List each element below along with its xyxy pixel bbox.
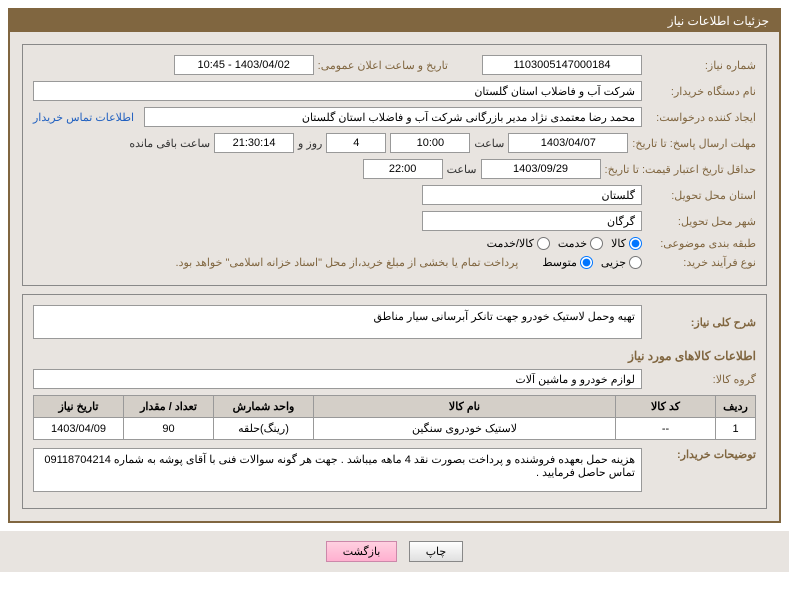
row-delivery-city: شهر محل تحویل:	[33, 211, 756, 231]
buttons-row: چاپ بازگشت	[0, 531, 789, 572]
radio-label-medium: متوسط	[542, 256, 577, 269]
form-container: شماره نیاز: تاریخ و ساعت اعلان عمومی: نا…	[22, 44, 767, 286]
th-row: ردیف	[716, 396, 756, 418]
radio-item-goods-service[interactable]: کالا/خدمت	[487, 237, 550, 250]
td-qty: 90	[124, 418, 214, 440]
th-unit: واحد شمارش	[214, 396, 314, 418]
th-date: تاریخ نیاز	[34, 396, 124, 418]
radio-label-goods: کالا	[611, 237, 626, 250]
row-need-description: شرح کلی نیاز: تهیه وحمل لاستیک خودرو جهت…	[33, 305, 756, 339]
radio-medium[interactable]	[580, 256, 593, 269]
label-need-description: شرح کلی نیاز:	[646, 316, 756, 329]
goods-table: ردیف کد کالا نام کالا واحد شمارش تعداد /…	[33, 395, 756, 440]
panel-body: شماره نیاز: تاریخ و ساعت اعلان عمومی: نا…	[10, 32, 779, 521]
td-code: --	[616, 418, 716, 440]
input-goods-group[interactable]	[33, 369, 642, 389]
radio-label-goods-service: کالا/خدمت	[487, 237, 534, 250]
print-button[interactable]: چاپ	[409, 541, 464, 562]
payment-note: پرداخت تمام یا بخشی از مبلغ خرید،از محل …	[176, 256, 519, 269]
input-response-time[interactable]	[390, 133, 470, 153]
radio-partial[interactable]	[629, 256, 642, 269]
radio-item-goods[interactable]: کالا	[611, 237, 642, 250]
input-delivery-province[interactable]	[422, 185, 642, 205]
panel-header: جزئیات اطلاعات نیاز	[10, 10, 779, 32]
radio-item-partial[interactable]: جزیی	[601, 256, 642, 269]
input-remaining-days[interactable]	[326, 133, 386, 153]
input-buyer-org[interactable]	[33, 81, 642, 101]
label-buyer-notes: توضیحات خریدار:	[646, 448, 756, 461]
th-code: کد کالا	[616, 396, 716, 418]
th-qty: تعداد / مقدار	[124, 396, 214, 418]
radio-goods-service[interactable]	[537, 237, 550, 250]
row-response-deadline: مهلت ارسال پاسخ: تا تاریخ: ساعت روز و سا…	[33, 133, 756, 153]
panel-title: جزئیات اطلاعات نیاز	[668, 14, 769, 28]
radio-label-partial: جزیی	[601, 256, 626, 269]
table-row: 1 -- لاستیک خودروی سنگین (رینگ)حلقه 90 1…	[34, 418, 756, 440]
label-category: طبقه بندی موضوعی:	[646, 237, 756, 250]
input-remaining-time[interactable]	[214, 133, 294, 153]
label-announce-datetime: تاریخ و ساعت اعلان عمومی:	[318, 59, 448, 72]
label-delivery-city: شهر محل تحویل:	[646, 215, 756, 228]
radio-service[interactable]	[590, 237, 603, 250]
label-time-2: ساعت	[447, 163, 477, 176]
td-name: لاستیک خودروی سنگین	[314, 418, 616, 440]
row-request-creator: ایجاد کننده درخواست: اطلاعات تماس خریدار	[33, 107, 756, 127]
row-goods-group: گروه کالا:	[33, 369, 756, 389]
back-button[interactable]: بازگشت	[326, 541, 398, 562]
radio-item-service[interactable]: خدمت	[558, 237, 603, 250]
row-purchase-process: نوع فرآیند خرید: جزیی متوسط پرداخت تمام …	[33, 256, 756, 269]
section-goods-info: اطلاعات کالاهای مورد نیاز	[33, 349, 756, 363]
row-need-number: شماره نیاز: تاریخ و ساعت اعلان عمومی:	[33, 55, 756, 75]
input-delivery-city[interactable]	[422, 211, 642, 231]
label-days-and: روز و	[298, 137, 322, 150]
td-date: 1403/04/09	[34, 418, 124, 440]
row-category: طبقه بندی موضوعی: کالا خدمت کالا/خدمت	[33, 237, 756, 250]
row-buyer-org: نام دستگاه خریدار:	[33, 81, 756, 101]
input-request-creator[interactable]	[144, 107, 642, 127]
label-time-remaining: ساعت باقی مانده	[129, 137, 210, 150]
row-buyer-notes: توضیحات خریدار: هزینه حمل بعهده فروشنده …	[33, 448, 756, 492]
label-purchase-process: نوع فرآیند خرید:	[646, 256, 756, 269]
input-response-date[interactable]	[508, 133, 628, 153]
label-request-creator: ایجاد کننده درخواست:	[646, 111, 756, 124]
textarea-need-description[interactable]: تهیه وحمل لاستیک خودرو جهت تانکر آبرسانی…	[33, 305, 642, 339]
label-price-validity: حداقل تاریخ اعتبار قیمت: تا تاریخ:	[605, 163, 756, 176]
main-panel: جزئیات اطلاعات نیاز شماره نیاز: تاریخ و …	[8, 8, 781, 523]
label-delivery-province: استان محل تحویل:	[646, 189, 756, 202]
description-container: شرح کلی نیاز: تهیه وحمل لاستیک خودرو جهت…	[22, 294, 767, 509]
table-header-row: ردیف کد کالا نام کالا واحد شمارش تعداد /…	[34, 396, 756, 418]
row-delivery-province: استان محل تحویل:	[33, 185, 756, 205]
label-time-1: ساعت	[474, 137, 504, 150]
link-contact-buyer[interactable]: اطلاعات تماس خریدار	[33, 111, 134, 124]
radio-item-medium[interactable]: متوسط	[542, 256, 593, 269]
textarea-buyer-notes[interactable]: هزینه حمل بعهده فروشنده و پرداخت بصورت ن…	[33, 448, 642, 492]
radio-group-process: جزیی متوسط	[542, 256, 642, 269]
input-price-validity-date[interactable]	[481, 159, 601, 179]
label-buyer-org: نام دستگاه خریدار:	[646, 85, 756, 98]
label-need-number: شماره نیاز:	[646, 59, 756, 72]
radio-label-service: خدمت	[558, 237, 587, 250]
label-response-deadline: مهلت ارسال پاسخ: تا تاریخ:	[632, 137, 756, 150]
radio-goods[interactable]	[629, 237, 642, 250]
td-row: 1	[716, 418, 756, 440]
td-unit: (رینگ)حلقه	[214, 418, 314, 440]
row-price-validity: حداقل تاریخ اعتبار قیمت: تا تاریخ: ساعت	[33, 159, 756, 179]
input-need-number[interactable]	[482, 55, 642, 75]
radio-group-category: کالا خدمت کالا/خدمت	[487, 237, 642, 250]
label-goods-group: گروه کالا:	[646, 373, 756, 386]
input-announce-datetime[interactable]	[174, 55, 314, 75]
th-name: نام کالا	[314, 396, 616, 418]
input-price-validity-time[interactable]	[363, 159, 443, 179]
